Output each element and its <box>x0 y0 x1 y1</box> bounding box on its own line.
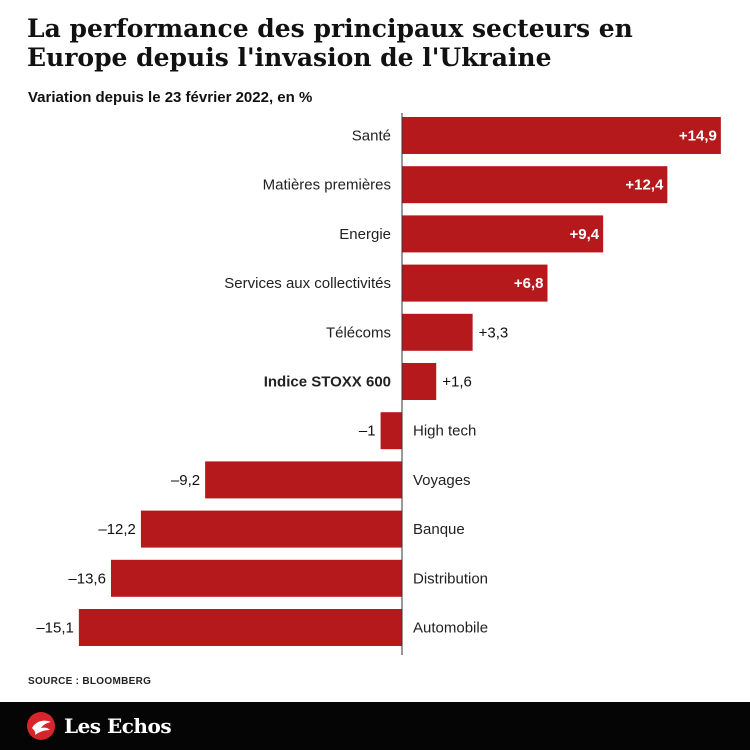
category-label-7: Voyages <box>413 472 471 489</box>
value-label-0: +14,9 <box>679 128 717 145</box>
bar-6 <box>380 412 402 450</box>
bar-2 <box>402 215 604 253</box>
category-label-2: Energie <box>339 226 391 243</box>
value-label-5: +1,6 <box>442 374 472 391</box>
category-label-1: Matières premières <box>263 177 391 194</box>
category-label-0: Santé <box>352 128 391 145</box>
category-label-3: Services aux collectivités <box>224 275 391 292</box>
category-label-6: High tech <box>413 423 476 440</box>
source-note: SOURCE : BLOOMBERG <box>28 676 152 687</box>
value-label-6: –1 <box>359 423 376 440</box>
bar-10 <box>78 609 403 646</box>
bar-7 <box>205 461 402 499</box>
category-label-10: Automobile <box>413 620 488 637</box>
category-label-8: Banque <box>413 521 465 538</box>
value-label-7: –9,2 <box>171 472 200 489</box>
bar-1 <box>402 166 668 204</box>
bar-9 <box>110 559 403 597</box>
value-label-3: +6,8 <box>514 275 544 292</box>
category-label-4: Télécoms <box>326 324 391 341</box>
brand-logo-text: Les Echos <box>64 714 172 738</box>
bar-4 <box>402 313 473 351</box>
bar-chart: Santé +14,9 Matières premières +12,4 Energie… <box>36 113 721 655</box>
category-label-5: Indice STOXX 600 <box>264 374 391 391</box>
chart-title: La performance des principaux secteurs e… <box>27 14 633 72</box>
value-label-4: +3,3 <box>479 324 509 341</box>
value-label-2: +9,4 <box>570 226 600 243</box>
category-label-9: Distribution <box>413 570 488 587</box>
value-label-9: –13,6 <box>68 570 106 587</box>
value-label-1: +12,4 <box>625 177 664 194</box>
bar-3 <box>402 264 548 302</box>
value-label-10: –15,1 <box>36 620 74 637</box>
bar-0 <box>402 117 721 154</box>
value-label-8: –12,2 <box>98 521 136 538</box>
chart-subtitle: Variation depuis le 23 février 2022, en … <box>28 89 313 106</box>
footer-bar: Les Echos <box>0 702 750 750</box>
bar-5 <box>402 363 437 400</box>
bar-8 <box>140 510 403 548</box>
les-echos-bird-icon <box>26 711 56 741</box>
